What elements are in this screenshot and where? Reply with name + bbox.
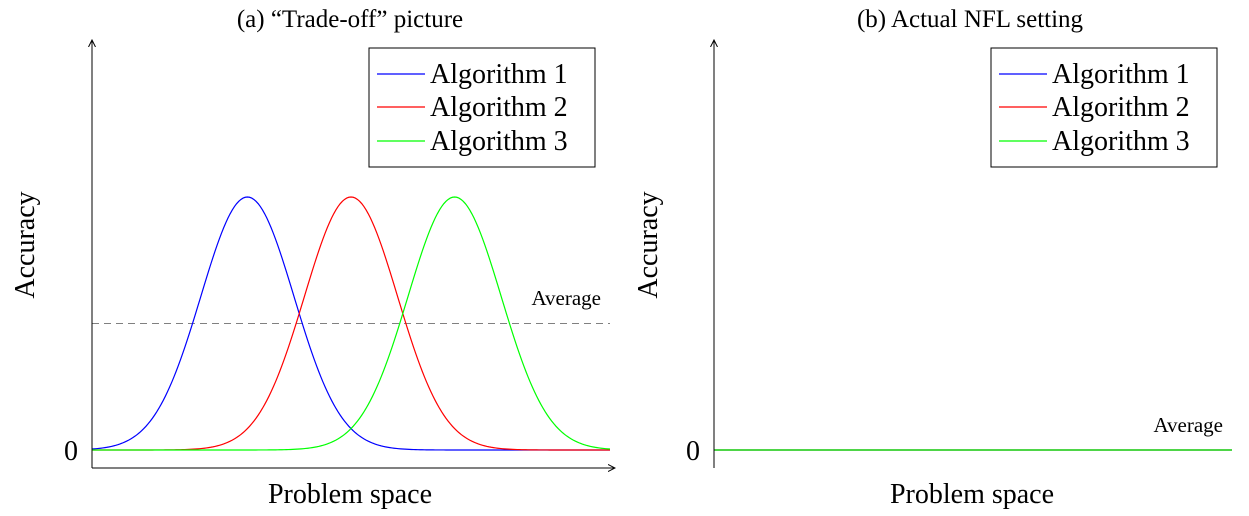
panel-a-legend-label-3: Algorithm 3 <box>430 126 568 157</box>
panel-b-legend-label-3: Algorithm 3 <box>1052 126 1190 157</box>
panel-b-ylabel: Accuracy <box>633 191 664 298</box>
panel-b-average-label: Average <box>1153 413 1223 437</box>
panel-a-ytick-0: 0 <box>64 436 78 467</box>
panel-a-legend: Algorithm 1 Algorithm 2 Algorithm 3 <box>368 47 596 168</box>
panel-b-legend-label-1: Algorithm 1 <box>1052 59 1190 90</box>
panel-b-xlabel: Problem space <box>890 479 1054 510</box>
panel-a-legend-label-2: Algorithm 2 <box>430 92 568 123</box>
panel-b-legend: Algorithm 1 Algorithm 2 Algorithm 3 <box>990 47 1218 168</box>
panel-b: (b) Actual NFL setting Accuracy Problem … <box>633 6 1232 510</box>
panel-a-title: (a) “Trade-off” picture <box>237 6 463 33</box>
panel-a-series-3-line <box>92 196 611 451</box>
panel-a: (a) “Trade-off” picture Accuracy Problem… <box>10 6 615 510</box>
panel-a-legend-label-1: Algorithm 1 <box>430 59 568 90</box>
panel-b-title: (b) Actual NFL setting <box>857 6 1084 33</box>
panel-b-ytick-0: 0 <box>686 436 700 467</box>
panel-a-xlabel: Problem space <box>268 479 432 510</box>
panel-a-plot <box>91 196 611 451</box>
panel-b-legend-label-2: Algorithm 2 <box>1052 92 1190 123</box>
panel-b-legend-box <box>990 47 1218 168</box>
panel-a-ylabel: Accuracy <box>10 191 41 298</box>
panel-a-average-label: Average <box>531 286 601 310</box>
